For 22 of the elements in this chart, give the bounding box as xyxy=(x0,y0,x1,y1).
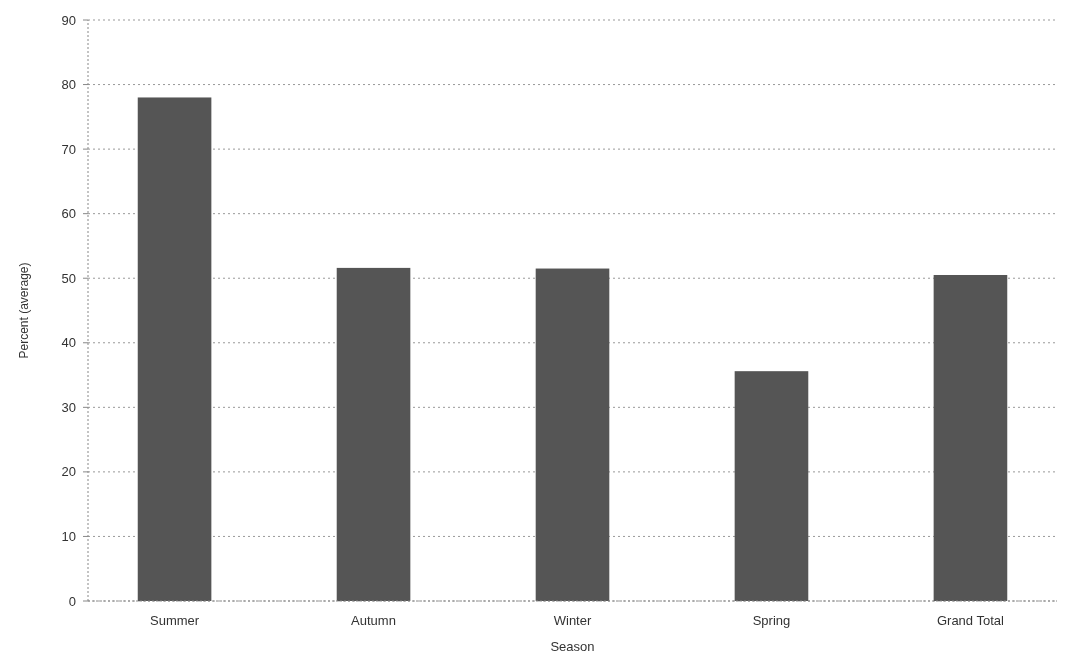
bar xyxy=(933,274,1008,601)
y-tick-label: 80 xyxy=(61,77,76,93)
bar xyxy=(336,267,411,601)
y-tick-label: 0 xyxy=(68,593,76,609)
y-tick-label: 50 xyxy=(61,270,76,286)
y-tick-label: 10 xyxy=(61,528,76,544)
x-tick-label: Grand Total xyxy=(936,613,1005,628)
bar xyxy=(535,268,610,601)
x-tick-label: Autumn xyxy=(351,613,396,628)
x-axis-title: Season xyxy=(550,639,595,654)
y-axis-title: Percent (average) xyxy=(17,262,31,359)
y-tick-label: 20 xyxy=(61,464,76,480)
y-tick-label: 90 xyxy=(61,12,76,28)
x-tick-label: Winter xyxy=(553,613,592,628)
y-tick-label: 40 xyxy=(61,335,76,351)
y-tick-label: 30 xyxy=(61,399,76,415)
y-tick-label: 60 xyxy=(61,206,76,222)
y-tick-label: 70 xyxy=(61,141,76,157)
x-tick-label: Summer xyxy=(149,613,200,628)
x-tick-label: Spring xyxy=(752,613,791,628)
bar xyxy=(137,97,212,601)
bar xyxy=(734,371,809,601)
